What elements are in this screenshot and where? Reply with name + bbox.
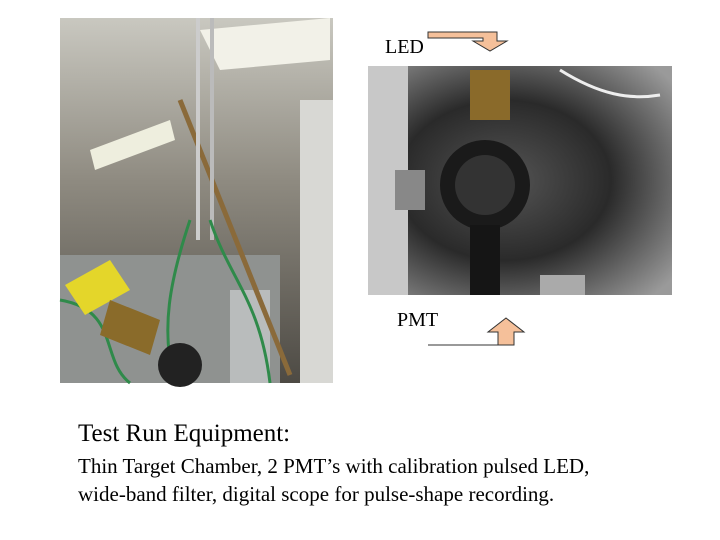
- photo-right: [368, 66, 672, 295]
- pmt-label: PMT: [397, 309, 439, 331]
- arrow-led: [427, 31, 509, 52]
- caption-line: wide-band filter, digital scope for puls…: [78, 482, 555, 506]
- led-label: LED: [385, 36, 424, 58]
- caption-line: Thin Target Chamber, 2 PMT’s with calibr…: [78, 454, 590, 478]
- caption-heading: Test Run Equipment:: [78, 420, 291, 447]
- arrow-pmt: [428, 317, 526, 346]
- photo-left: [59, 18, 333, 387]
